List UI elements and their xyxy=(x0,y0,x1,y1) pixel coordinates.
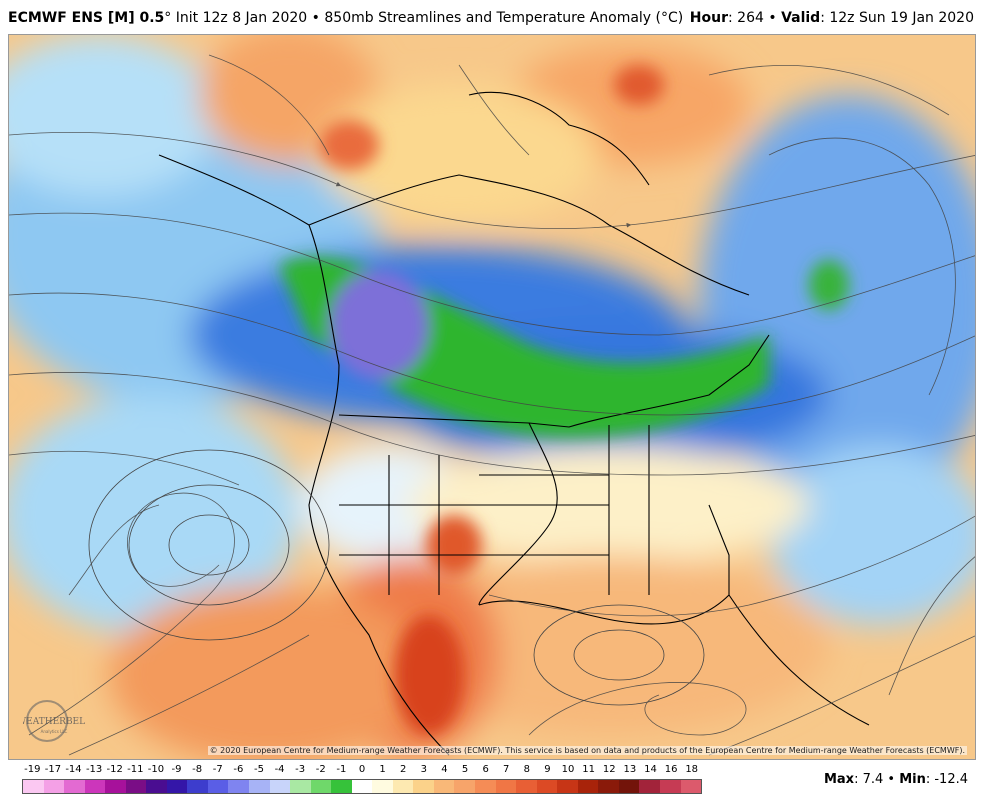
max-label: Max xyxy=(823,772,855,787)
legend-tick-label: -9 xyxy=(171,764,182,775)
legend-tick-label: 9 xyxy=(544,764,551,775)
legend-tick-label: 6 xyxy=(482,764,489,775)
legend-color-cell xyxy=(43,780,65,793)
legend-color-cell xyxy=(166,780,188,793)
legend-color-cell xyxy=(372,780,393,793)
legend-ticks: -19 -17 -14 -13 -12 -11 -10 -9 -8 -7 -6 -5 -4 -3 -2 -1 0… xyxy=(22,764,702,778)
legend-tick-label: -3 xyxy=(295,764,306,775)
high-pressure-circulation xyxy=(533,604,705,706)
legend-tick-label: 4 xyxy=(441,764,448,775)
legend-tick-label: 16 xyxy=(664,764,678,775)
legend-tick-label: 10 xyxy=(561,764,575,775)
map-canvas xyxy=(9,35,975,759)
legend-color-cell xyxy=(84,780,106,793)
legend-color-cell xyxy=(618,780,640,793)
legend-color-cell xyxy=(659,780,681,793)
legend-tick-label: -1 xyxy=(336,764,347,775)
legend-tick-label: -19 xyxy=(24,764,41,775)
legend-color-cell xyxy=(105,780,126,793)
legend-tick-label: 18 xyxy=(685,764,699,775)
legend-colorbar xyxy=(22,779,702,794)
streamlines xyxy=(9,54,975,756)
legend-color-cell xyxy=(639,780,660,793)
legend-tick-label: 8 xyxy=(523,764,531,775)
legend-color-cell xyxy=(207,780,229,793)
max-value: : 7.4 xyxy=(854,772,884,787)
low-pressure-circulation xyxy=(88,449,330,641)
legend-color-cell xyxy=(23,780,44,793)
legend-tick-label: 2 xyxy=(400,764,407,775)
anomaly-highlights xyxy=(279,65,849,735)
legend-color-cell xyxy=(331,780,352,793)
legend-tick-label: 3 xyxy=(420,764,427,775)
legend-color-cell xyxy=(146,780,167,793)
legend-color-cell xyxy=(454,780,476,793)
legend-tick-label: -2 xyxy=(315,764,326,775)
legend-tick-label: -5 xyxy=(253,764,264,775)
valid-label: Valid xyxy=(781,10,821,26)
valid-separator: • xyxy=(763,10,782,26)
legend-color-cell xyxy=(249,780,270,793)
degree-symbol: ° xyxy=(164,10,172,26)
legend-tick-label: -8 xyxy=(192,764,203,775)
legend-tick-label: -10 xyxy=(147,764,165,775)
legend-tick-label: -17 xyxy=(44,764,62,775)
legend-tick-label: -7 xyxy=(212,764,223,775)
hour-label: Hour xyxy=(689,10,728,26)
legend-color-cell xyxy=(125,780,147,793)
legend-color-cell xyxy=(187,780,208,793)
header-bar: ECMWF ENS [M] 0.5° Init 12z 8 Jan 2020 •… xyxy=(0,0,984,34)
legend-tick-label: -11 xyxy=(127,764,144,775)
stats-separator: • xyxy=(883,772,900,787)
legend-tick-label: 5 xyxy=(461,764,469,775)
legend-color-cell xyxy=(680,780,702,793)
weatherbell-logo: WEATHERBELL Analytics LLC xyxy=(23,699,85,745)
legend-color-cell xyxy=(351,780,373,793)
legend-tick-label: 12 xyxy=(602,764,616,775)
legend-color-cell xyxy=(269,780,291,793)
legend-tick-label: 0 xyxy=(358,764,366,775)
product-name: 850mb Streamlines and Temperature Anomal… xyxy=(324,10,684,26)
model-name: ECMWF ENS [M] 0.5 xyxy=(8,10,165,26)
legend-color-cell xyxy=(433,780,455,793)
legend-tick-label: -13 xyxy=(85,764,103,775)
legend-color-cell xyxy=(310,780,332,793)
legend-tick-label: -4 xyxy=(274,764,285,775)
legend-color-cell xyxy=(536,780,558,793)
title-separator: • xyxy=(307,10,325,26)
legend-tick-label: 13 xyxy=(623,764,637,775)
legend-tick-label: 14 xyxy=(644,764,657,775)
legend-color-cell xyxy=(64,780,85,793)
legend-color-cell xyxy=(413,780,434,793)
min-value: : -12.4 xyxy=(925,772,968,787)
legend-color-cell xyxy=(516,780,537,793)
legend-tick-label: -12 xyxy=(106,764,123,775)
min-label: Min xyxy=(899,772,926,787)
legend-color-cell xyxy=(598,780,619,793)
legend-color-cell xyxy=(475,780,496,793)
max-min-readout: Max: 7.4 • Min: -12.4 xyxy=(824,772,968,787)
copyright-notice: © 2020 European Centre for Medium-range … xyxy=(207,746,967,755)
color-legend: -19 -17 -14 -13 -12 -11 -10 -9 -8 -7 -6 -5 -4 -3 -2 -1 0… xyxy=(22,764,702,800)
weather-map[interactable]: WEATHERBELL Analytics LLC © 2020 Europea… xyxy=(8,34,976,760)
legend-color-cell xyxy=(577,780,599,793)
legend-color-cell xyxy=(557,780,578,793)
chart-title: ECMWF ENS [M] 0.5° Init 12z 8 Jan 2020 •… xyxy=(8,10,683,26)
legend-color-cell xyxy=(392,780,414,793)
legend-color-cell xyxy=(228,780,250,793)
legend-color-cell xyxy=(495,780,517,793)
legend-tick-label: 1 xyxy=(379,764,386,775)
legend-tick-label: 11 xyxy=(582,764,596,775)
logo-text: WEATHERBELL xyxy=(23,717,85,727)
legend-tick-label: -14 xyxy=(65,764,82,775)
legend-color-cell xyxy=(290,780,311,793)
legend-tick-label: 7 xyxy=(503,764,510,775)
valid-time-info: Hour: 264 • Valid: 12z Sun 19 Jan 2020 xyxy=(690,10,974,26)
init-time: Init 12z 8 Jan 2020 xyxy=(171,10,308,26)
valid-value: : 12z Sun 19 Jan 2020 xyxy=(820,10,974,26)
logo-subtext: Analytics LLC xyxy=(41,729,68,734)
hour-value: : 264 xyxy=(728,10,764,26)
legend-tick-label: -6 xyxy=(233,764,244,775)
